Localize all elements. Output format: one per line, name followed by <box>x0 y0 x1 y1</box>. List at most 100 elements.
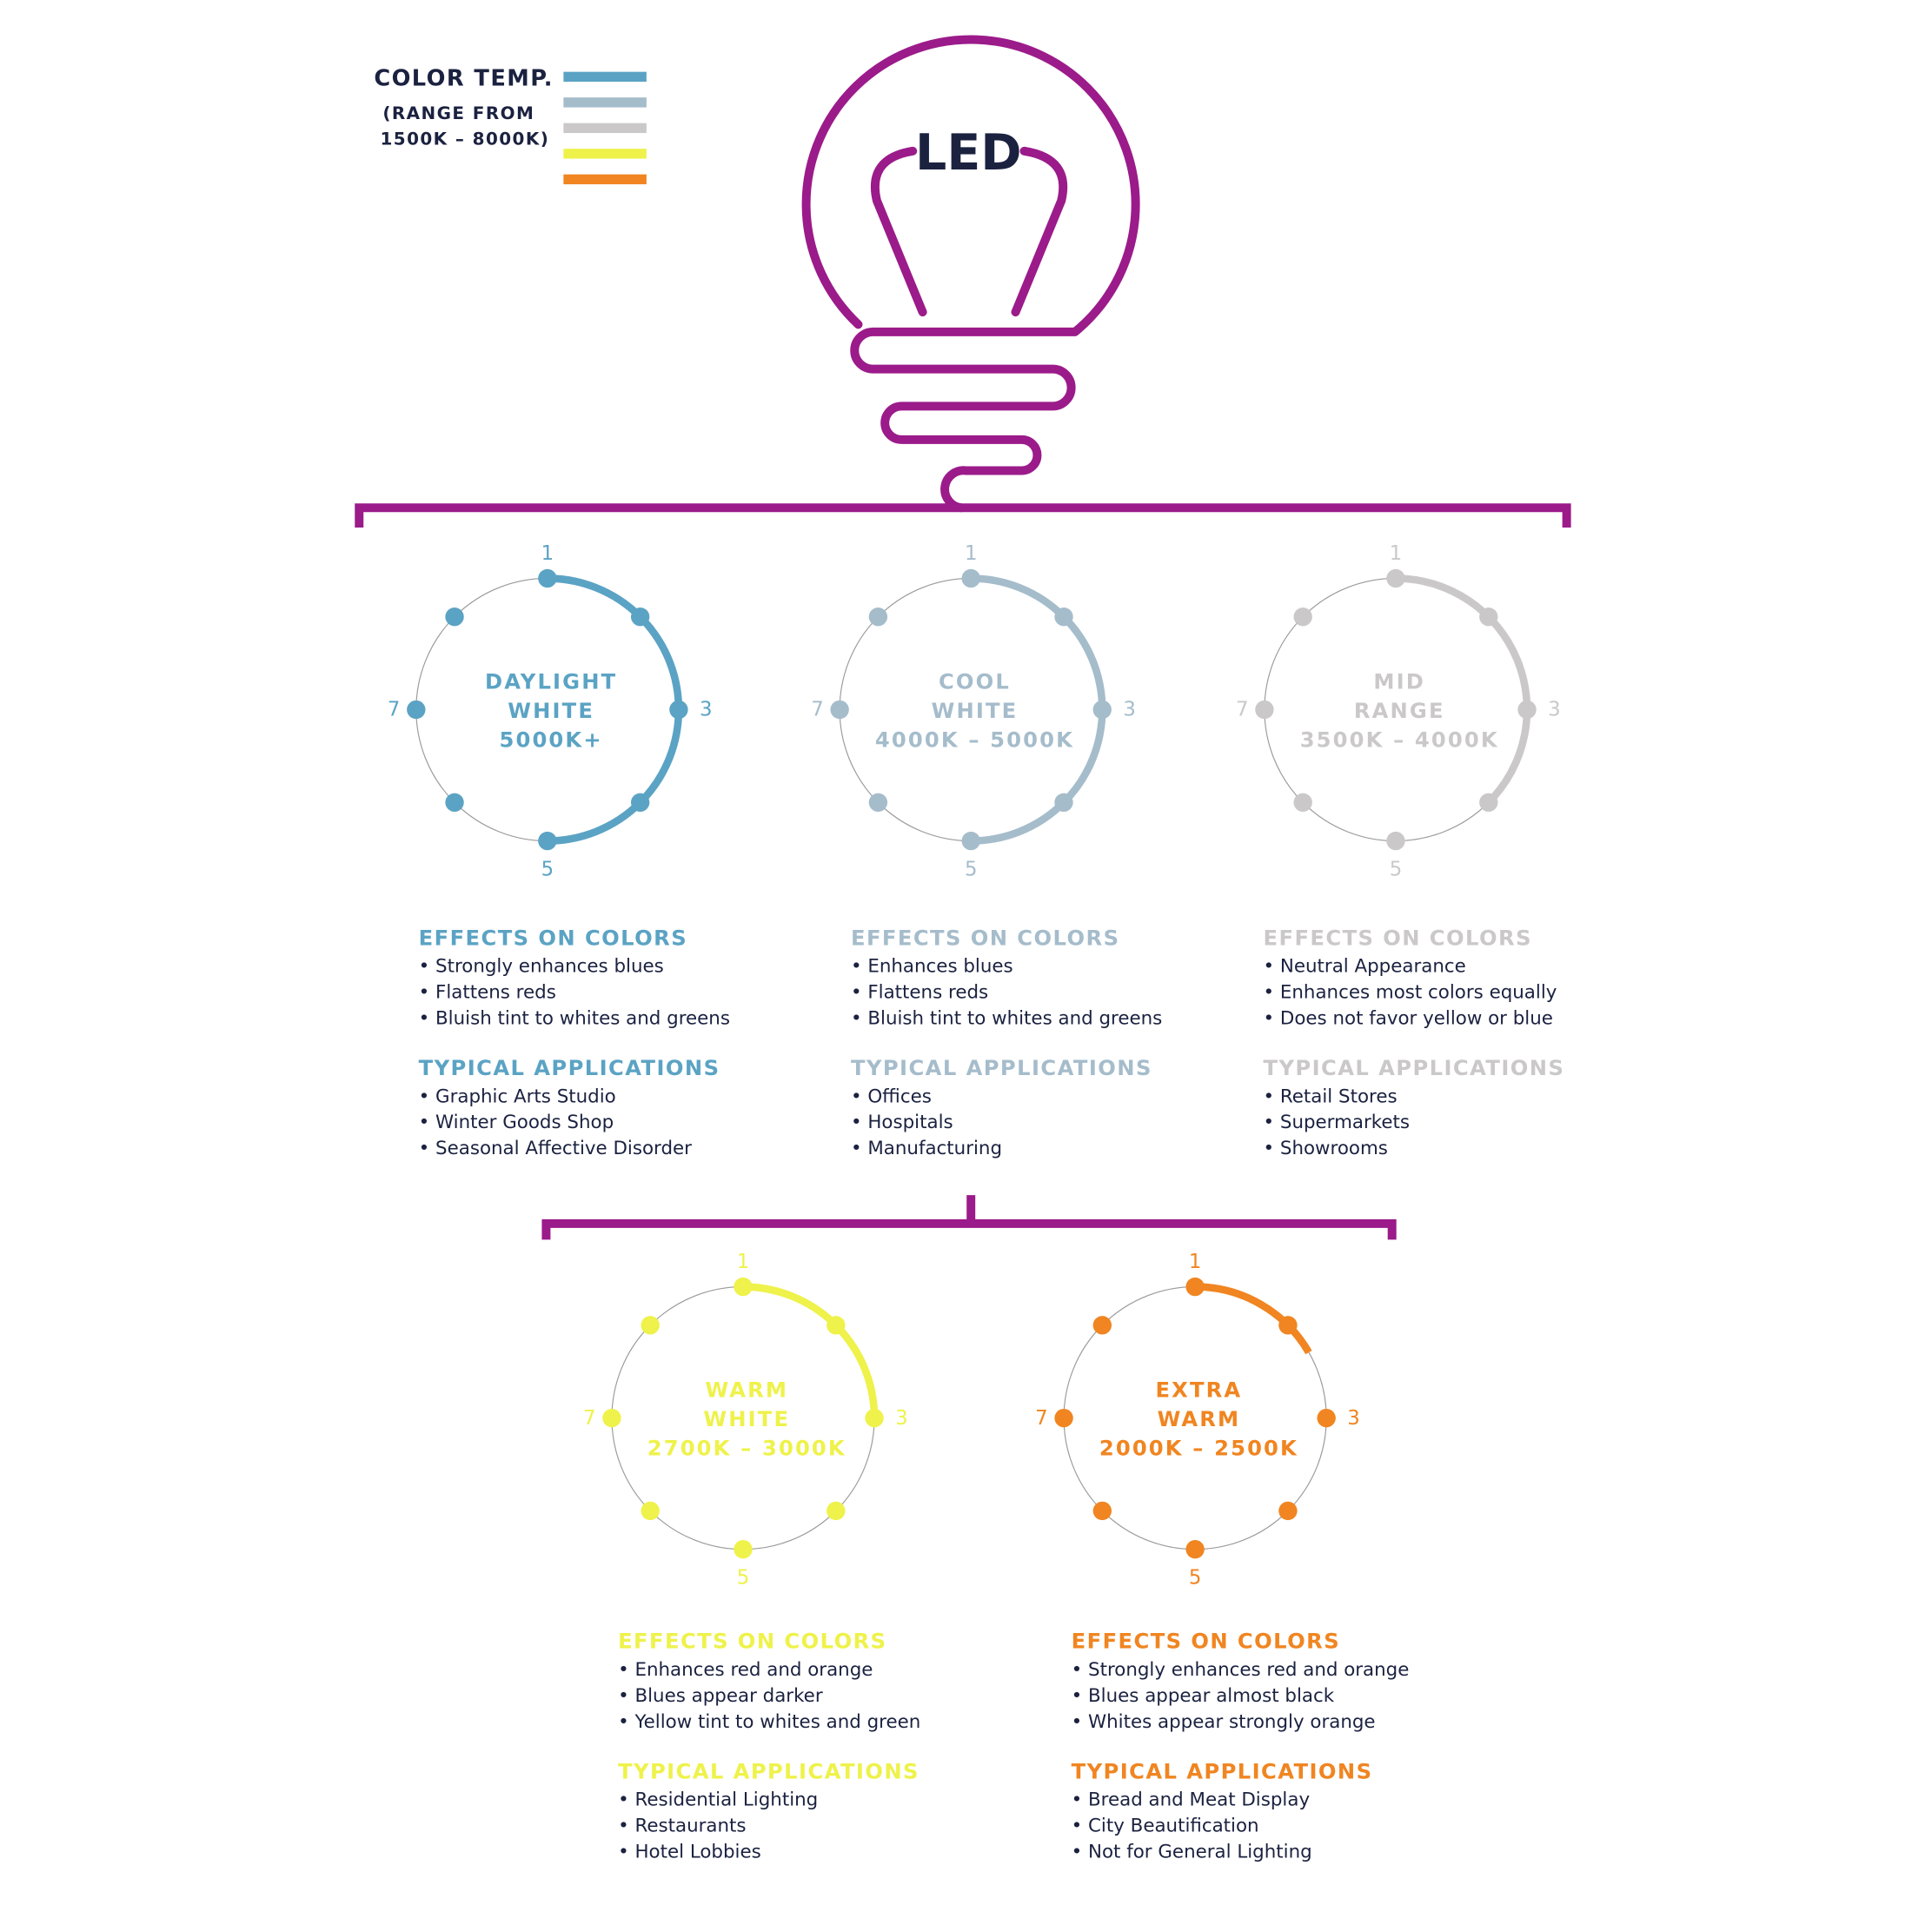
dial-dot <box>1255 700 1274 720</box>
dial-dot <box>1092 1316 1112 1335</box>
dial-dot <box>1479 607 1498 627</box>
type-name-line: 2700K – 3000K <box>647 1436 846 1460</box>
application-item: • Residential Lighting <box>618 1789 818 1811</box>
dial-dot <box>961 831 980 851</box>
dial-dot <box>630 793 650 813</box>
effect-item: • Flattens reds <box>851 982 988 1004</box>
effect-item: • Blues appear darker <box>618 1685 823 1707</box>
dial-dot <box>1054 607 1073 627</box>
application-item: • Seasonal Affective Disorder <box>419 1138 692 1159</box>
effects-heading: EFFECTS ON COLORS <box>1264 926 1532 950</box>
effect-item: • Enhances red and orange <box>618 1659 873 1681</box>
legend-range-line1: (RANGE FROM <box>382 103 534 123</box>
dial-dot <box>961 568 980 588</box>
dial-dot <box>1317 1408 1336 1428</box>
legend-title: COLOR TEMP. <box>374 65 554 91</box>
effects-heading: EFFECTS ON COLORS <box>618 1630 886 1654</box>
dial-dot <box>538 568 557 588</box>
type-name-line: COOL <box>939 669 1011 694</box>
application-item: • Graphic Arts Studio <box>419 1086 616 1107</box>
type-name-line: EXTRA <box>1155 1378 1242 1402</box>
effects-heading: EFFECTS ON COLORS <box>851 926 1119 950</box>
dial-dot <box>865 1408 884 1428</box>
dial-position-label: 5 <box>1390 858 1403 880</box>
effect-item: • Does not favor yellow or blue <box>1264 1007 1553 1029</box>
application-item: • Retail Stores <box>1264 1086 1398 1107</box>
dial-position-label: 3 <box>700 699 713 721</box>
temperature-type: 1 3 5 7 COOL WHITE 4000K – 5000K EFFECTS ON COL… <box>811 542 1162 1159</box>
legend-swatch <box>563 71 647 83</box>
dial-dot <box>538 831 557 851</box>
type-name-line: WARM <box>705 1378 788 1402</box>
type-name-line: 3500K – 4000K <box>1300 727 1499 752</box>
effect-item: • Strongly enhances blues <box>419 956 664 978</box>
legend-swatch <box>563 149 647 159</box>
bulb-icon <box>801 35 1140 513</box>
effect-item: • Neutral Appearance <box>1264 956 1466 978</box>
dial-dot <box>445 607 464 627</box>
legend-swatch <box>563 123 647 134</box>
type-name-line: DAYLIGHT <box>485 669 617 694</box>
dial-position-label: 1 <box>737 1251 750 1273</box>
temperature-type: 1 3 5 7 MID RANGE 3500K – 4000K EFFECTS ON COLO… <box>1236 542 1564 1159</box>
temperature-type: 1 3 5 7 DAYLIGHT WHITE 5000K+ EFFECTS ON COLORS… <box>388 542 730 1159</box>
application-item: • City Beautification <box>1072 1816 1259 1837</box>
dial-position-label: 3 <box>1347 1407 1360 1430</box>
type-name-line: WHITE <box>508 699 594 723</box>
dial-dot <box>641 1316 660 1335</box>
bulb-label: LED <box>915 124 1022 182</box>
applications-heading: TYPICAL APPLICATIONS <box>1264 1056 1565 1080</box>
effect-item: • Enhances most colors equally <box>1264 982 1557 1004</box>
applications-heading: TYPICAL APPLICATIONS <box>618 1759 920 1783</box>
effect-item: • Whites appear strongly orange <box>1072 1711 1376 1733</box>
dial-dot <box>1054 1408 1073 1428</box>
dial-dot <box>868 793 888 813</box>
dial-highlight-arc <box>1395 574 1531 806</box>
dial-dot <box>1293 607 1312 627</box>
applications-heading: TYPICAL APPLICATIONS <box>851 1056 1152 1080</box>
dial-position-label: 1 <box>1390 542 1403 565</box>
dial-dot <box>1517 700 1537 720</box>
effects-heading: EFFECTS ON COLORS <box>419 926 687 950</box>
dial-position-label: 1 <box>965 542 978 565</box>
dial-dot <box>827 1501 846 1521</box>
temperature-type: 1 3 5 7 EXTRA WARM 2000K – 2500K EFFECTS ON COL… <box>1035 1251 1409 1862</box>
dial-dot <box>868 607 888 627</box>
type-name-line: 5000K+ <box>499 727 602 752</box>
legend-swatch <box>563 97 647 108</box>
application-item: • Bread and Meat Display <box>1072 1789 1310 1811</box>
application-item: • Supermarkets <box>1264 1112 1411 1133</box>
legend: COLOR TEMP. (RANGE FROM 1500K – 8000K) <box>374 65 647 185</box>
dial-dot <box>602 1408 621 1428</box>
dial-dot <box>669 700 688 720</box>
dial-position-label: 5 <box>1189 1567 1202 1590</box>
connector-bottom <box>541 1195 1397 1240</box>
effect-item: • Yellow tint to whites and green <box>618 1711 920 1733</box>
dial-position-label: 7 <box>583 1407 596 1430</box>
dial-position-label: 3 <box>1123 699 1136 721</box>
effect-item: • Enhances blues <box>851 956 1013 978</box>
application-item: • Manufacturing <box>851 1138 1002 1159</box>
type-name-line: WHITE <box>703 1407 790 1431</box>
dial-dot <box>830 700 849 720</box>
applications-heading: TYPICAL APPLICATIONS <box>419 1056 720 1080</box>
dial-dot <box>630 607 650 627</box>
dial-dot <box>1185 1539 1205 1559</box>
dial-position-label: 5 <box>737 1567 750 1590</box>
dial-position-label: 5 <box>541 858 554 880</box>
dial-dot <box>1278 1501 1298 1521</box>
effect-item: • Blues appear almost black <box>1072 1685 1335 1707</box>
dial-dot <box>1293 793 1312 813</box>
dial-dot <box>827 1316 846 1335</box>
application-item: • Hotel Lobbies <box>618 1842 761 1863</box>
dial-dot <box>1092 1501 1112 1521</box>
dial-highlight-arc <box>1195 1283 1312 1355</box>
dial-position-label: 7 <box>388 699 401 721</box>
application-item: • Not for General Lighting <box>1072 1842 1312 1863</box>
legend-swatch <box>563 174 647 185</box>
application-item: • Offices <box>851 1086 932 1107</box>
type-name-line: RANGE <box>1354 699 1445 723</box>
type-name-line: WARM <box>1158 1407 1241 1431</box>
type-name-line: WHITE <box>932 699 1019 723</box>
dial-dot <box>1386 568 1405 588</box>
